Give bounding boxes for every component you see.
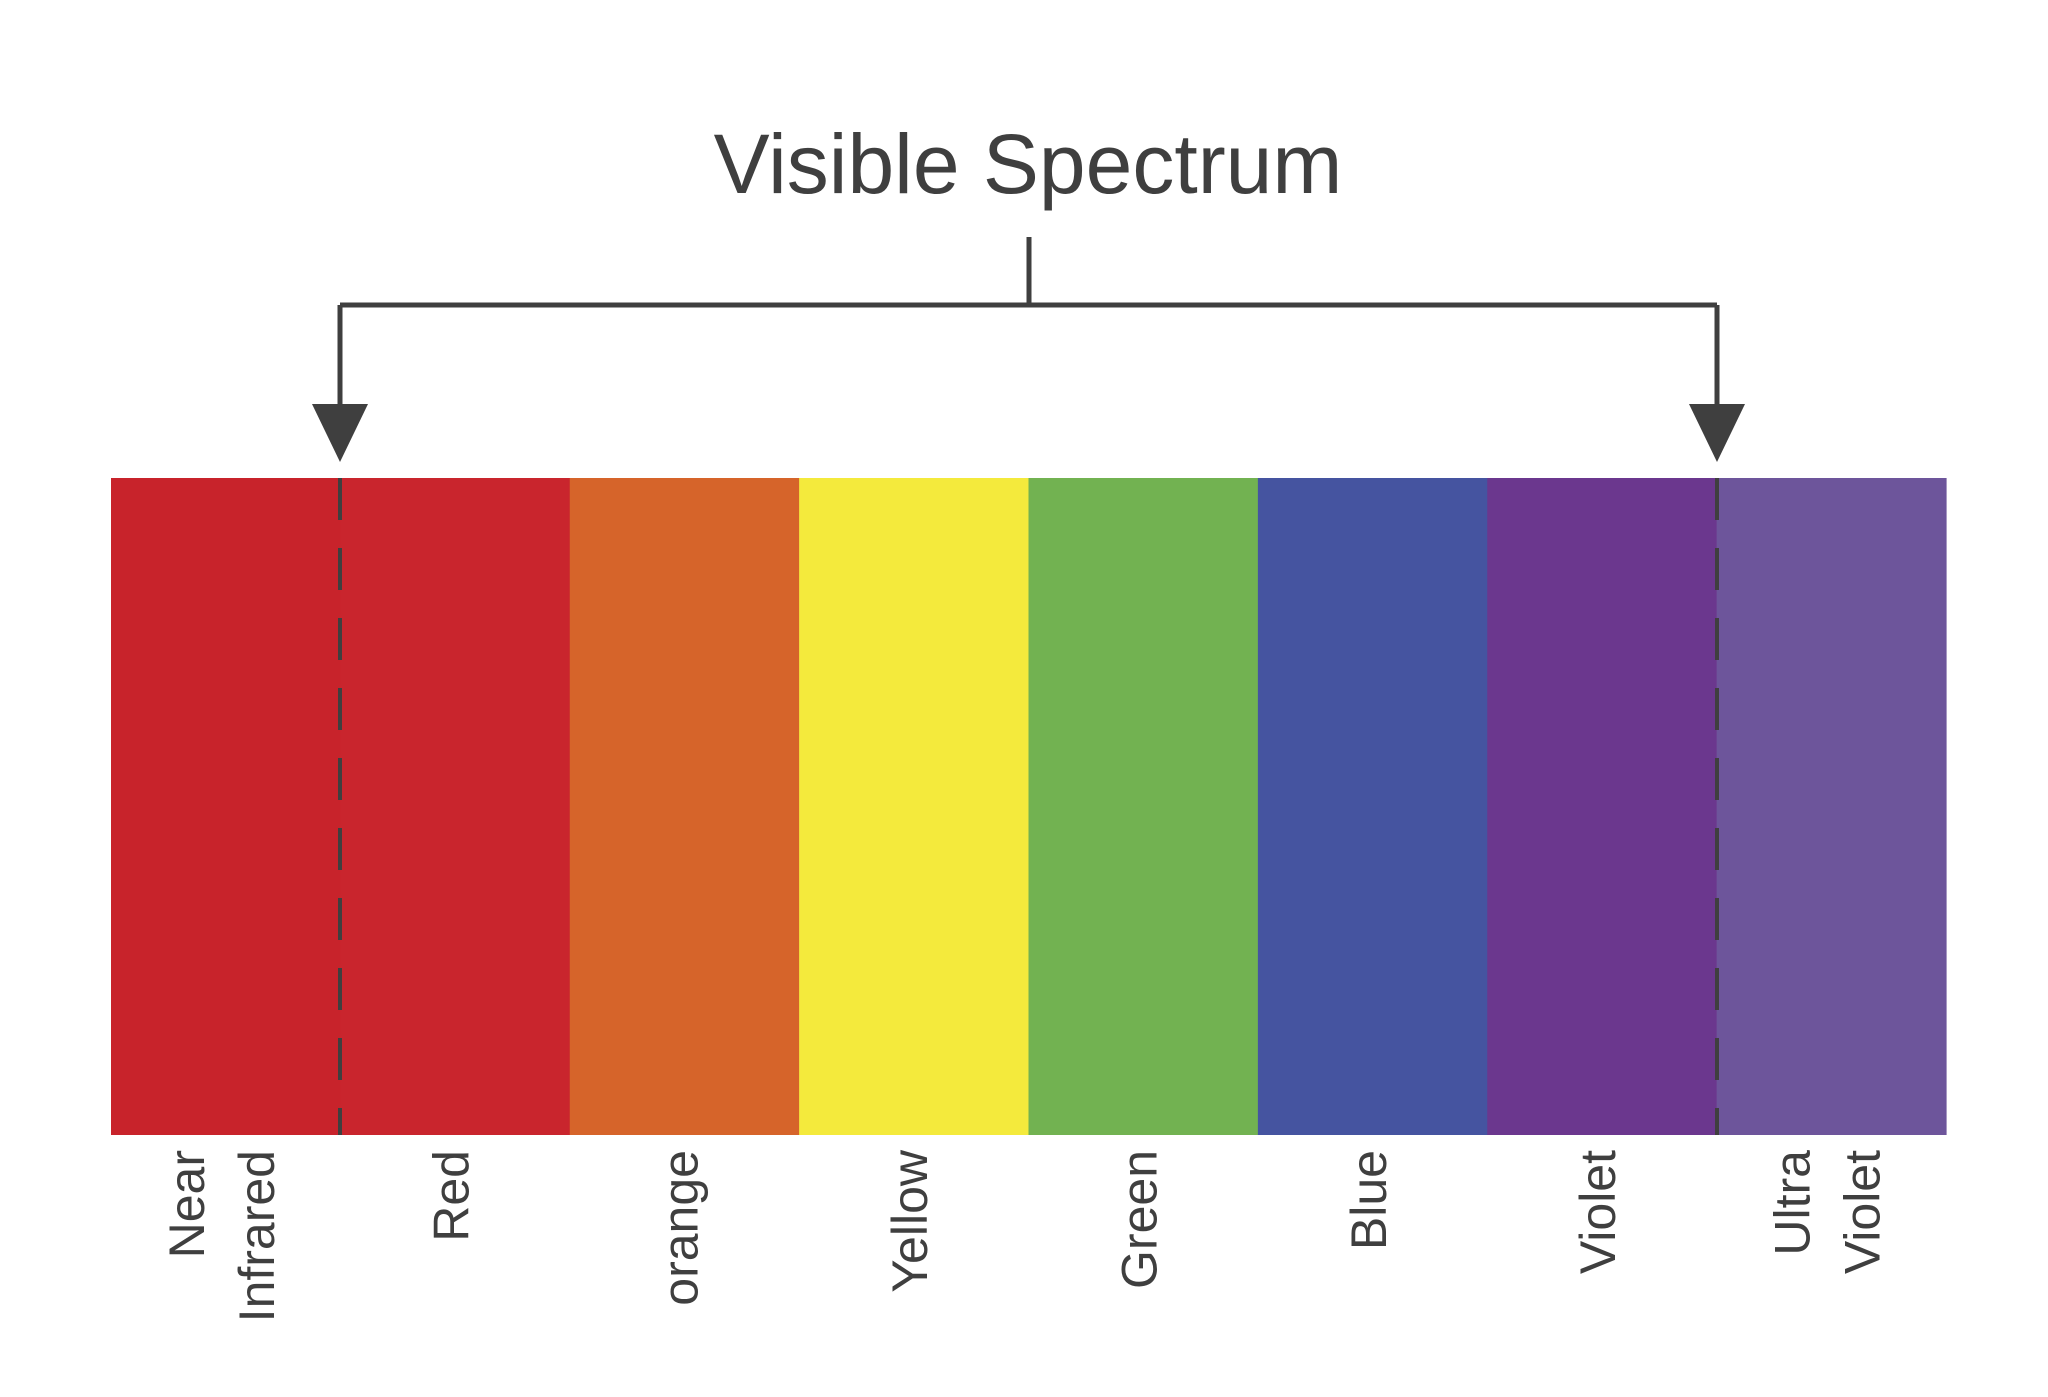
band-label-0-line-1: Infrared	[229, 1150, 285, 1322]
band-3	[799, 478, 1030, 1135]
visible-range-bracket	[337, 237, 1720, 410]
left-down-arrow-icon	[312, 404, 368, 462]
band-label-5-line-0: Blue	[1341, 1150, 1397, 1250]
band-label-1-line-0: Red	[423, 1150, 479, 1242]
band-label-7-line-0: Ultra	[1765, 1150, 1821, 1256]
band-labels: Near Infrared Red orange Yellow Green Blue Viol…	[159, 1149, 1891, 1322]
band-6	[1487, 478, 1718, 1135]
band-label-2-line-0: orange	[653, 1150, 709, 1306]
band-label-3-line-0: Yellow	[882, 1149, 938, 1293]
band-label-7-line-1: Violet	[1835, 1150, 1891, 1274]
spectrum-bands	[111, 478, 1947, 1135]
band-label-4-line-0: Green	[1111, 1150, 1167, 1289]
band-0	[111, 478, 341, 1135]
band-1	[340, 478, 571, 1135]
right-down-arrow-icon	[1689, 404, 1745, 462]
diagram-title: Visible Spectrum	[714, 117, 1343, 211]
band-5	[1257, 478, 1488, 1135]
band-4	[1028, 478, 1259, 1135]
band-label-0-line-0: Near	[159, 1150, 215, 1258]
band-label-6-line-0: Violet	[1570, 1150, 1626, 1274]
band-2	[569, 478, 800, 1135]
visible-boundary-lines	[338, 478, 1719, 1135]
band-7	[1716, 478, 1947, 1135]
